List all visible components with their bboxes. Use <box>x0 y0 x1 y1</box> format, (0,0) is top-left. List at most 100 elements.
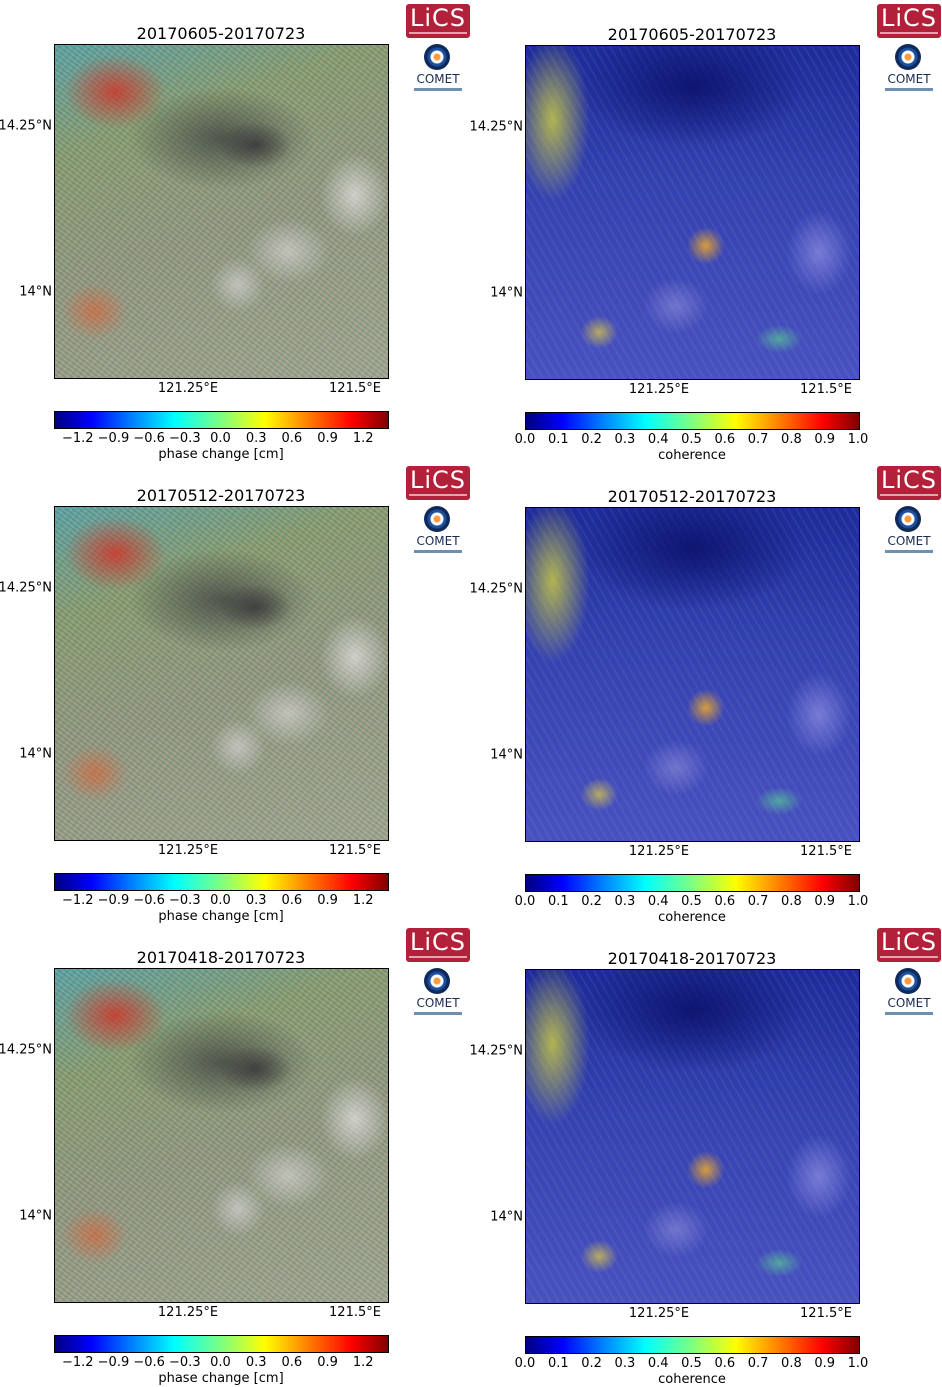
colorbar-tick-label: 0.4 <box>647 1356 669 1371</box>
comet-logo-icon <box>424 44 450 70</box>
colorbar-tick-label: 0.5 <box>681 432 702 447</box>
colorbar-tick-label: 1.2 <box>352 431 374 446</box>
lics-logo-tagline <box>409 494 467 496</box>
latitude-label: 14°N <box>490 747 523 763</box>
latitude-label: 14°N <box>19 284 52 300</box>
comet-logo-icon <box>424 968 450 994</box>
phase-panel-title: 20170512-20170723 <box>136 486 306 505</box>
comet-logo-tagline <box>885 88 933 91</box>
coherence-panel-1: 20170605-20170723 14.25°N 14°N 121.25°E 121.… <box>469 0 942 463</box>
lics-logo-tagline <box>880 494 938 496</box>
colorbar-label: phase change [cm] <box>158 447 284 462</box>
colorbar-tick-label: 0.1 <box>547 894 569 909</box>
colorbar-tick-label: 0.9 <box>317 1355 338 1370</box>
longitude-label: 121.25°E <box>628 382 690 397</box>
comet-logo-tagline <box>414 88 462 91</box>
colorbar-tick-label: 0.8 <box>781 1356 802 1371</box>
colorbar-label: coherence <box>658 910 726 925</box>
coherence-panel-title: 20170418-20170723 <box>607 949 777 968</box>
colorbar-tick-label: 0.4 <box>647 432 669 447</box>
colorbar-tick-label: −0.3 <box>169 1355 201 1370</box>
colorbar-tick-label: 0.3 <box>614 1356 636 1371</box>
longitude-label: 121.25°E <box>157 1305 219 1320</box>
colorbar-tick-label: 0.2 <box>581 1356 602 1371</box>
phase-map-image <box>54 506 389 841</box>
comet-logo-tagline <box>414 550 462 553</box>
colorbar-tick-label: 0.0 <box>210 1355 231 1370</box>
colorbar-tick-label: 0.7 <box>747 1356 769 1371</box>
comet-logo-text: COMET <box>887 534 931 548</box>
colorbar-tick-label: 0.6 <box>281 1355 303 1370</box>
latitude-label: 14.25°N <box>469 119 523 135</box>
colorbar-tick-label: 1.0 <box>847 1356 869 1371</box>
colorbar-tick-label: −0.3 <box>169 431 201 446</box>
colorbar-tick-label: 1.2 <box>352 893 374 908</box>
comet-logo-icon <box>895 44 921 70</box>
phase-panel-title: 20170605-20170723 <box>136 24 306 43</box>
colorbar-tick-label: 0.7 <box>747 894 769 909</box>
colorbar-tick-label: 0.6 <box>714 1356 736 1371</box>
colorbar-tick-label: 0.1 <box>547 1356 569 1371</box>
coherence-panel-3: 20170418-20170723 14.25°N 14°N 121.25°E 121.… <box>470 924 942 1387</box>
colorbar-tick-label: 0.3 <box>245 893 267 908</box>
latitude-label: 14.25°N <box>0 118 52 134</box>
colorbar-tick-label: 0.8 <box>781 432 802 447</box>
colorbar-tick-label: 0.8 <box>781 894 802 909</box>
phase-panel-3: 20170418-20170723 14.25°N 14°N 121.25°E 121.… <box>0 924 471 1386</box>
colorbar-tick-label: 1.2 <box>352 1355 374 1370</box>
longitude-label: 121.5°E <box>800 382 852 397</box>
colorbar-tick-label: 0.9 <box>814 1356 836 1371</box>
phase-map-image <box>54 44 389 379</box>
longitude-label: 121.25°E <box>157 381 219 396</box>
colorbar-tick-label: −0.9 <box>97 1355 130 1370</box>
colorbar-label: coherence <box>658 1372 726 1387</box>
longitude-label: 121.25°E <box>628 844 690 859</box>
longitude-label: 121.25°E <box>157 843 219 858</box>
colorbar-tick-label: 0.0 <box>210 431 231 446</box>
colorbar-tick-label: 0.2 <box>581 894 602 909</box>
colorbar-tick-label: 0.3 <box>245 1355 267 1370</box>
colorbar-tick-label: 1.0 <box>847 432 869 447</box>
colorbar-tick-label: 0.9 <box>814 894 836 909</box>
comet-logo-tagline <box>885 550 933 553</box>
colorbar-tick-label: 0.0 <box>514 1356 536 1371</box>
latitude-label: 14.25°N <box>0 1042 52 1058</box>
colorbar-tick-label: 0.0 <box>210 893 231 908</box>
longitude-label: 121.5°E <box>800 1306 852 1321</box>
colorbar-tick-label: −0.6 <box>133 431 165 446</box>
coherence-map-image <box>525 507 860 842</box>
colorbar-tick-label: 0.9 <box>814 432 836 447</box>
colorbar-tick-label: 0.6 <box>714 432 736 447</box>
colorbar-label: phase change [cm] <box>158 1371 284 1386</box>
longitude-label: 121.5°E <box>329 843 381 858</box>
longitude-label: 121.5°E <box>329 1305 381 1320</box>
coherence-colorbar <box>525 412 860 430</box>
colorbar-tick-label: 0.6 <box>281 431 303 446</box>
colorbar-tick-label: 0.9 <box>317 431 338 446</box>
coherence-map-image <box>525 969 860 1304</box>
colorbar-tick-label: 0.5 <box>681 894 702 909</box>
phase-colorbar <box>54 873 389 891</box>
coherence-colorbar <box>525 874 860 892</box>
colorbar-tick-label: −1.2 <box>61 1355 94 1370</box>
phase-colorbar <box>54 1335 389 1353</box>
comet-logo-tagline <box>885 1012 933 1015</box>
latitude-label: 14°N <box>490 285 523 301</box>
lics-logo-tagline <box>880 956 938 958</box>
lics-logo-tagline <box>880 32 938 34</box>
comet-logo-icon <box>895 506 921 532</box>
comet-logo-text: COMET <box>416 534 460 548</box>
phase-panel-1: 20170605-20170723 14.25°N 14°N 121.25°E 121.… <box>0 0 471 462</box>
colorbar-tick-label: 0.6 <box>714 894 736 909</box>
colorbar-tick-label: 0.3 <box>245 431 267 446</box>
coherence-panel-title: 20170512-20170723 <box>607 487 777 506</box>
comet-logo-icon <box>895 968 921 994</box>
latitude-label: 14.25°N <box>0 580 52 596</box>
comet-logo-text: COMET <box>887 996 931 1010</box>
coherence-map-image <box>525 45 860 380</box>
phase-colorbar <box>54 411 389 429</box>
colorbar-tick-label: −0.6 <box>133 893 165 908</box>
colorbar-tick-label: 0.2 <box>581 432 602 447</box>
colorbar-tick-label: −0.6 <box>133 1355 165 1370</box>
colorbar-label: phase change [cm] <box>158 909 284 924</box>
